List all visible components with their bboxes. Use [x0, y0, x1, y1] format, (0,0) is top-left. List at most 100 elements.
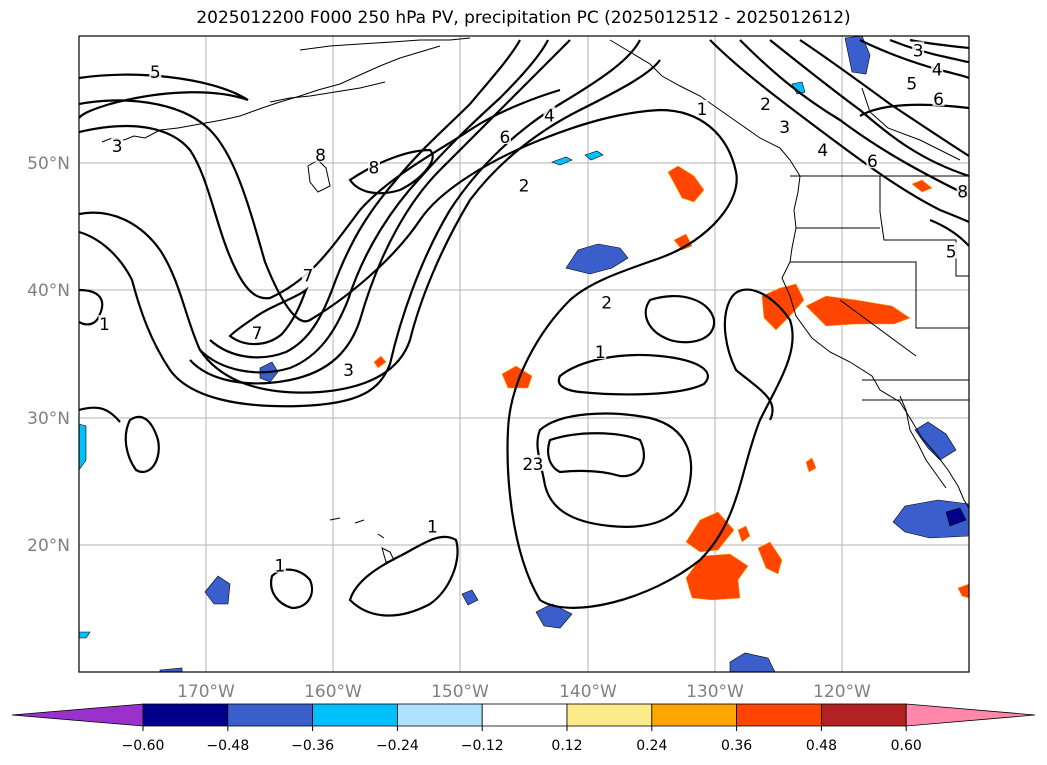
contour-label: 2	[519, 176, 530, 196]
precip-blob	[892, 499, 969, 539]
colorbar-extend-high	[905, 703, 1036, 727]
colorbar-extend-low	[11, 703, 144, 727]
colorbar-tick-label: −0.12	[461, 738, 504, 754]
contour-label: 4	[932, 61, 943, 81]
contour-label-bg	[111, 136, 124, 153]
colorbar-tick-label: 0.12	[551, 738, 582, 754]
contour-label-bg	[273, 556, 286, 573]
precip-blob	[757, 541, 783, 575]
contour-label: 3	[779, 118, 790, 138]
contour-label-bg	[696, 100, 708, 117]
longitude-labels: 170°W 160°W 150°W 140°W 130°W 120°W	[177, 682, 871, 702]
precip-blob	[945, 507, 967, 527]
map-title: 2025012200 F000 250 hPa PV, precipitatio…	[196, 8, 851, 28]
precip-blob	[729, 652, 776, 672]
contour-label-bg	[342, 360, 355, 377]
lon-label: 140°W	[559, 682, 617, 702]
contour-label-bg	[314, 145, 327, 162]
contour-label-bg	[866, 152, 879, 169]
contour-label-bg	[518, 176, 530, 193]
lon-label: 120°W	[813, 682, 871, 702]
contour-label: 1	[697, 100, 708, 120]
contour-label: 8	[957, 183, 968, 203]
contour-label: 4	[544, 106, 555, 126]
contour-label-bg	[521, 454, 534, 471]
lat-label: 40°N	[27, 281, 70, 301]
contour-label: 5	[906, 75, 917, 95]
precip-blob	[501, 365, 533, 389]
colorbar	[11, 703, 1036, 727]
colorbar-segment	[736, 703, 822, 727]
contour-label: 3	[343, 361, 354, 381]
latitude-labels: 50°N 40°N 30°N 20°N	[27, 154, 70, 556]
colorbar-tick-label: −0.36	[291, 738, 334, 754]
contour-label-bg	[931, 60, 944, 77]
colorbar-segment	[566, 703, 653, 727]
lon-label: 160°W	[304, 682, 362, 702]
contour-label-bg	[912, 41, 925, 58]
precip-blob	[79, 631, 91, 639]
contour-label-bg	[301, 266, 314, 283]
contour-label: 5	[946, 243, 957, 263]
contour-label: 8	[369, 159, 380, 179]
contour-label: 3	[112, 137, 123, 157]
contour-label-bg	[816, 140, 829, 157]
contour-label: 6	[867, 152, 878, 172]
contour-label-bg	[759, 94, 772, 111]
colorbar-segment	[821, 703, 907, 727]
contour-label-bg	[367, 158, 380, 175]
precip-blob	[914, 421, 957, 461]
pv-contours	[79, 38, 969, 617]
contour-label-bg	[251, 323, 263, 340]
colorbar-segment	[481, 703, 568, 727]
contour-label: 8	[315, 146, 326, 166]
contour-label: 1	[99, 315, 110, 335]
lat-label: 30°N	[27, 409, 70, 429]
precip-negative-areas	[79, 36, 969, 672]
contour-label: 4	[817, 141, 828, 161]
colorbar-tick-label: 0.36	[721, 738, 752, 754]
colorbar-segment	[227, 703, 314, 727]
colorbar-tick-label: −0.60	[122, 738, 165, 754]
precip-blob	[565, 243, 629, 275]
colorbar-segment	[312, 703, 398, 727]
precip-blob	[667, 165, 705, 203]
colorbar-tick-label: 0.48	[806, 738, 837, 754]
lat-label: 50°N	[27, 154, 70, 174]
contour-label: 7	[252, 324, 263, 344]
contour-label: 5	[150, 63, 161, 83]
precip-blob	[373, 355, 387, 369]
contour-label-bg	[543, 106, 556, 123]
plot-frame	[78, 35, 970, 673]
lon-label: 130°W	[686, 682, 744, 702]
contour-label-bg	[905, 74, 918, 91]
contour-label: 3	[913, 42, 924, 62]
contour-label-bg	[149, 63, 162, 80]
precip-blob	[551, 156, 573, 166]
contour-label-bg	[600, 293, 613, 310]
contour-label: 1	[274, 557, 285, 577]
colorbar-segment	[142, 703, 229, 727]
precip-blob	[805, 457, 817, 473]
contour-label: 2	[522, 455, 533, 475]
contour-label-bg	[531, 454, 544, 471]
contour-label: 6	[933, 90, 944, 110]
contour-label-bg	[945, 242, 958, 259]
contour-label-bg	[98, 315, 111, 332]
contour-label: 3	[533, 455, 544, 475]
contour-label-bg	[498, 128, 511, 145]
contour-label: 6	[500, 128, 511, 148]
contour-label: 1	[595, 343, 606, 363]
coastlines	[101, 37, 969, 563]
precip-blob	[844, 36, 871, 75]
precip-blob	[737, 525, 751, 543]
contour-label: 2	[760, 95, 771, 115]
contour-label-bg	[778, 117, 791, 134]
contour-label-bg	[932, 89, 945, 106]
contour-label-bg	[594, 343, 607, 359]
colorbar-segment	[651, 703, 737, 727]
precip-blob	[805, 295, 911, 327]
precip-positive-areas	[373, 165, 969, 601]
precip-blob	[685, 553, 749, 601]
precip-blob	[791, 81, 806, 95]
